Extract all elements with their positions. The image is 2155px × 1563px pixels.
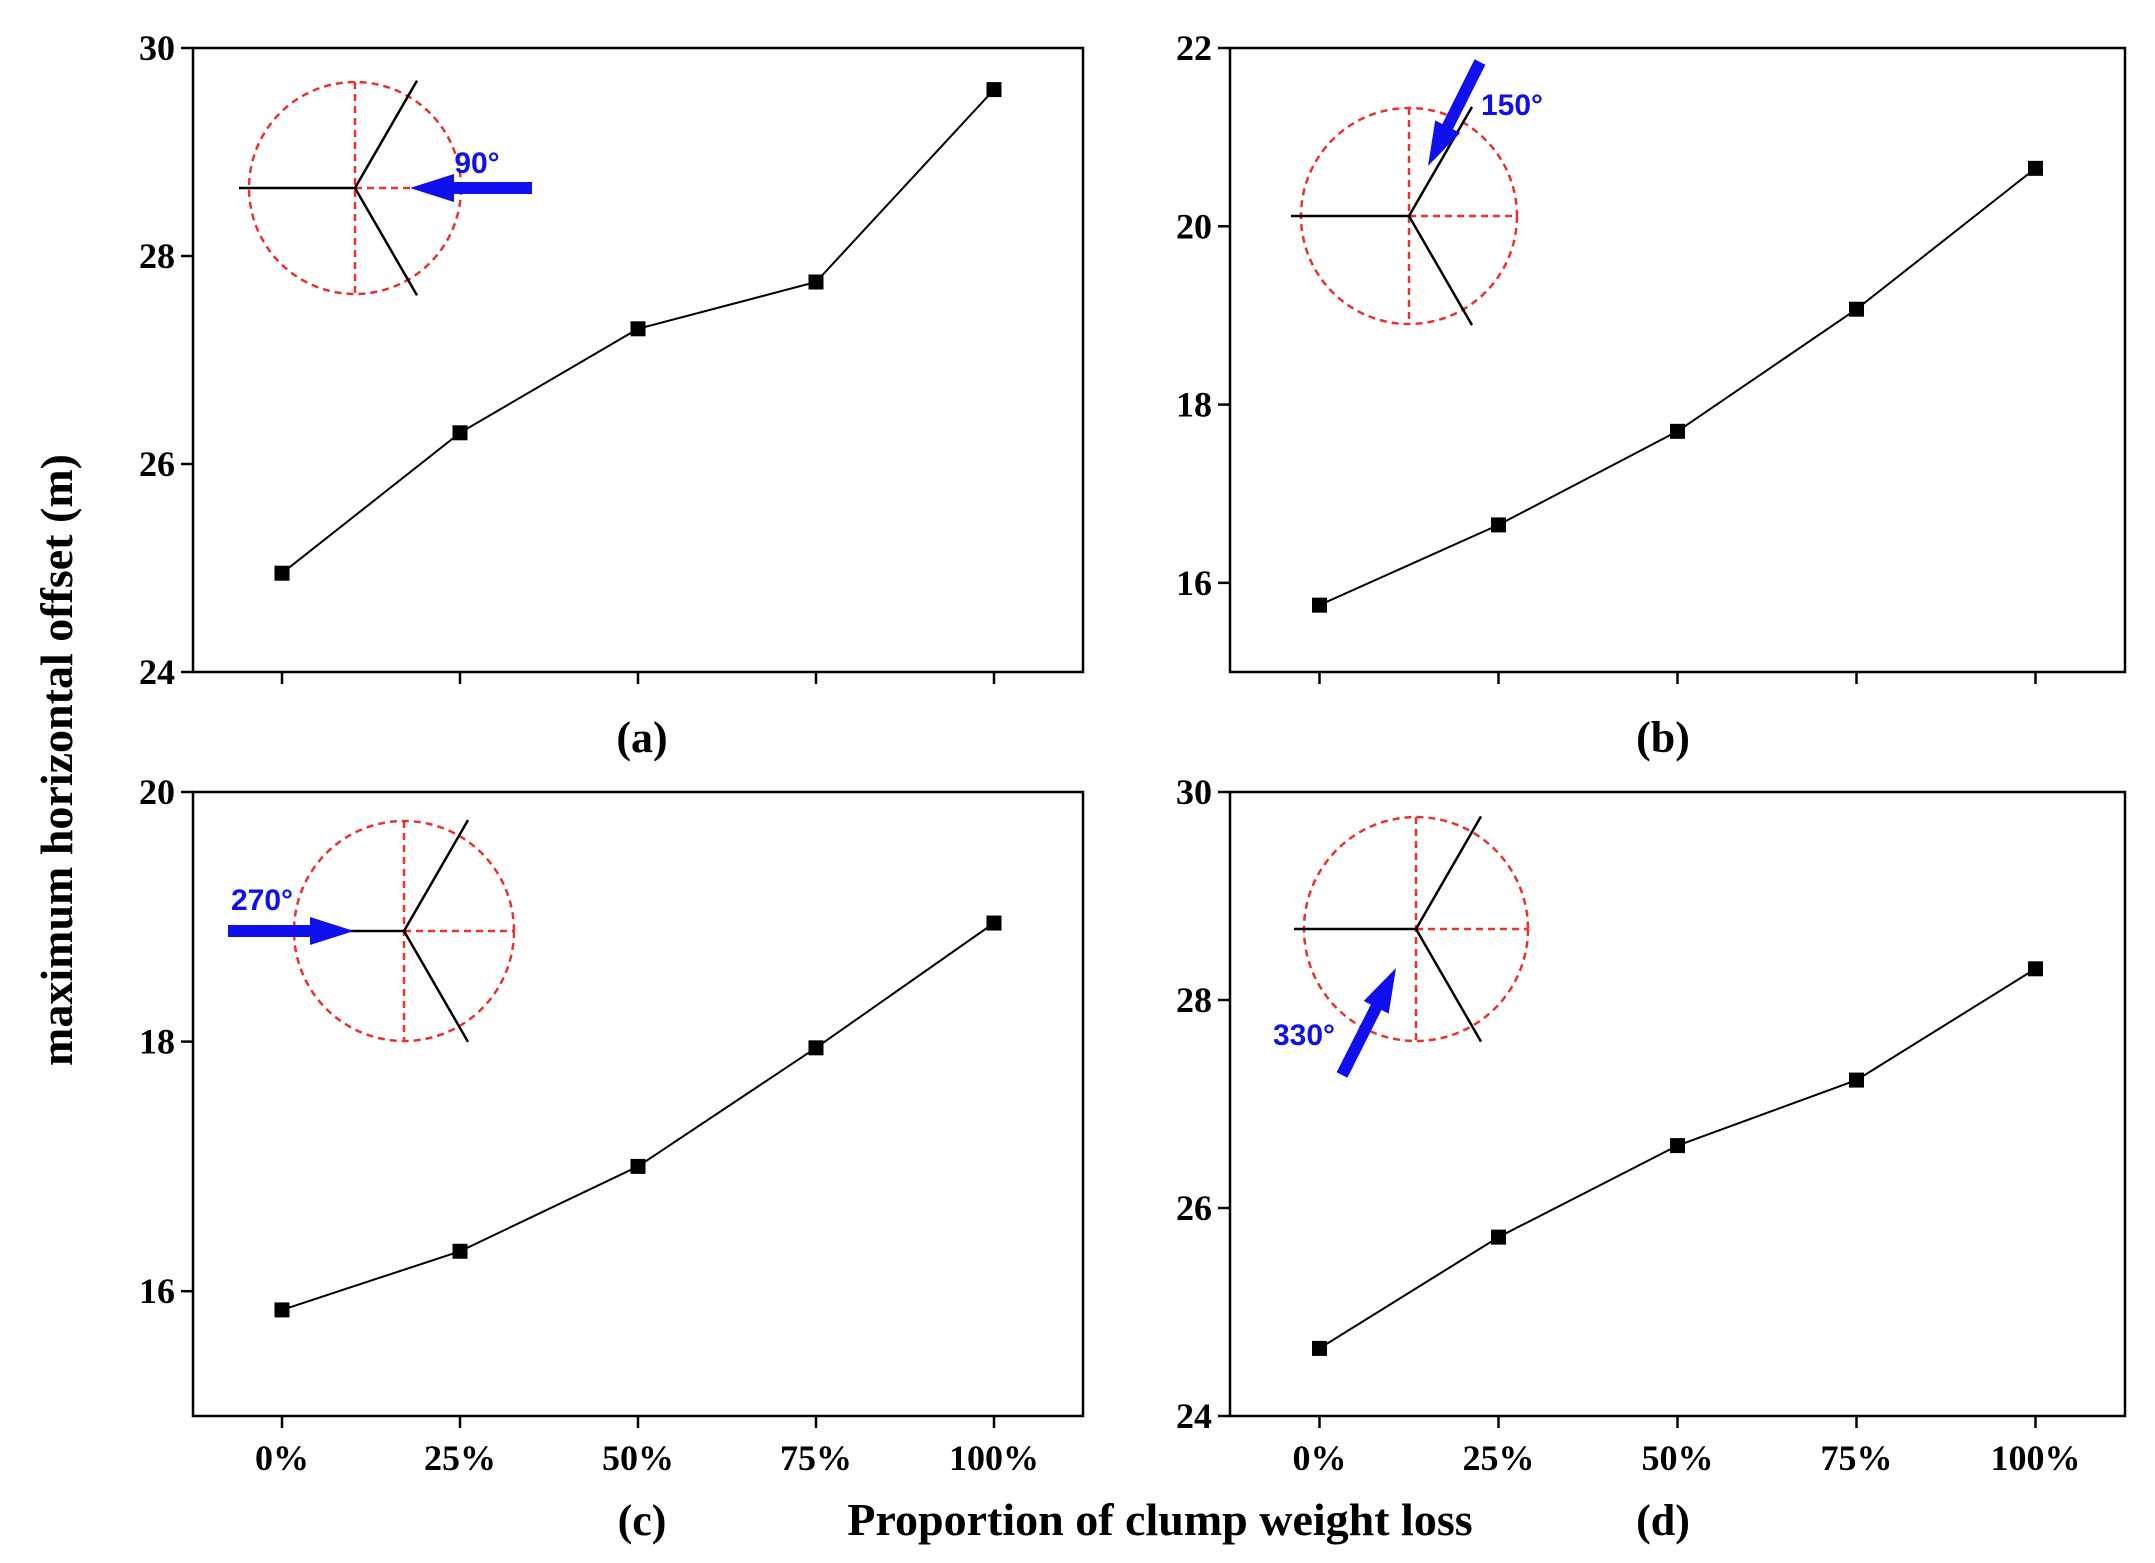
incident-angle-label: 270° [231, 884, 293, 917]
series-line [1318, 967, 2037, 1350]
y-tick-label: 16 [1176, 563, 1212, 603]
y-tick-label: 30 [139, 28, 175, 68]
x-tick-label: 25% [424, 1438, 496, 1478]
data-point-75pct [808, 274, 824, 290]
mooring-line-northeast [1407, 106, 1474, 217]
x-tick-label: 0% [255, 1438, 309, 1478]
data-point-0pct [1312, 597, 1327, 613]
data-point-50pct [1670, 1138, 1685, 1154]
plot-frame [1228, 790, 2127, 1418]
data-point-100pct [2028, 160, 2043, 176]
y-tick-label: 18 [139, 1022, 175, 1062]
mooring-line-northeast [1414, 815, 1483, 930]
data-point-100pct [986, 915, 1002, 931]
series-line [1319, 167, 2037, 607]
data-point-0pct [274, 1302, 290, 1318]
data-point-50pct [630, 1158, 646, 1174]
data-point-25pct [452, 425, 468, 441]
incident-direction-arrow [228, 917, 354, 945]
mooring-line-northeast [353, 79, 419, 189]
y-tick-label: 24 [139, 652, 175, 692]
y-tick-label: 26 [1176, 1188, 1212, 1228]
chart-panel-b: 16 18 20 22 150° (b) [1176, 28, 2127, 762]
data-point-25pct [452, 1243, 468, 1259]
x-tick-label: 100% [1991, 1438, 2081, 1478]
x-tick-label: 50% [602, 1438, 674, 1478]
incident-direction-arrow [1336, 968, 1396, 1078]
incident-angle-label: 90° [454, 147, 499, 180]
plot-frame [191, 46, 1085, 674]
y-tick-label: 16 [139, 1271, 175, 1311]
data-point-100pct [986, 82, 1002, 98]
mooring-line-northeast [402, 819, 470, 932]
mooring-line-southeast [1407, 215, 1474, 326]
x-tick-label: 75% [1821, 1438, 1893, 1478]
incident-direction-arrow [410, 174, 532, 202]
chart-panel-c: 16 18 20 0% 25% 50% 75% 100% 270° (c) [139, 772, 1085, 1545]
x-tick-label: 75% [780, 1438, 852, 1478]
y-tick-label: 28 [139, 236, 175, 276]
y-tick-label: 20 [139, 772, 175, 812]
mooring-line-southeast [353, 187, 419, 297]
chart-panel-a: 24 26 28 30 90° (a) [139, 28, 1085, 762]
y-tick-label: 28 [1176, 980, 1212, 1020]
mooring-line-southeast [1414, 928, 1483, 1043]
data-point-50pct [630, 321, 646, 337]
panel-label: (c) [618, 1496, 667, 1545]
x-tick-label: 25% [1463, 1438, 1535, 1478]
chart-panel-d: 24 26 28 30 0% 25% 50% 75% 100% 330° (d) [1176, 772, 2127, 1545]
data-point-50pct [1670, 423, 1685, 439]
data-point-0pct [1312, 1340, 1327, 1356]
panel-label: (d) [1636, 1496, 1690, 1545]
y-axis-title: maximum horizontal offset (m) [31, 454, 82, 1066]
plot-frame [191, 790, 1085, 1418]
incident-angle-label: 330° [1273, 1019, 1335, 1052]
data-point-0pct [274, 565, 290, 581]
y-tick-label: 30 [1176, 772, 1212, 812]
incident-angle-label: 150° [1481, 89, 1543, 122]
series-line [281, 922, 995, 1311]
mooring-line-southeast [402, 930, 470, 1043]
y-tick-label: 20 [1176, 206, 1212, 246]
data-point-25pct [1491, 517, 1506, 533]
y-tick-label: 24 [1176, 1396, 1212, 1436]
y-tick-label: 18 [1176, 385, 1212, 425]
x-tick-label: 0% [1293, 1438, 1347, 1478]
data-point-25pct [1491, 1229, 1506, 1245]
x-tick-label: 50% [1642, 1438, 1714, 1478]
data-point-75pct [808, 1040, 824, 1056]
x-tick-label: 100% [949, 1438, 1039, 1478]
data-point-75pct [1849, 301, 1864, 317]
y-tick-label: 22 [1176, 28, 1212, 68]
y-tick-label: 26 [139, 444, 175, 484]
data-point-100pct [2028, 961, 2043, 977]
plot-frame [1228, 46, 2127, 674]
data-point-75pct [1849, 1072, 1864, 1088]
x-axis-title: Proportion of clump weight loss [847, 1494, 1472, 1545]
panel-label: (a) [616, 713, 667, 762]
incident-direction-arrow [1428, 59, 1486, 166]
panel-label: (b) [1636, 713, 1690, 762]
